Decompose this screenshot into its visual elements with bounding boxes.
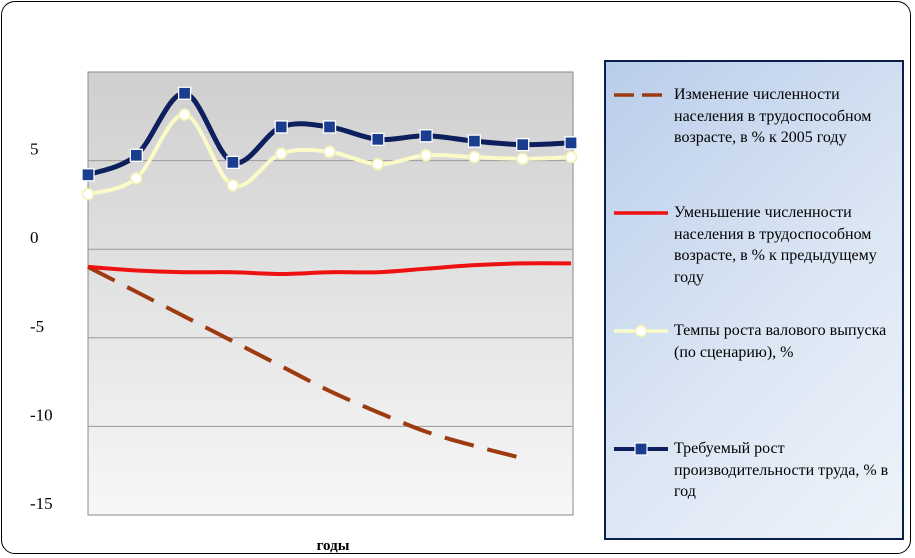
y-tick-label: 0 — [30, 228, 39, 247]
y-tick-label: -15 — [30, 494, 53, 513]
series-line — [87, 261, 572, 277]
series-1 — [87, 265, 524, 461]
data-point — [468, 150, 481, 164]
series-line — [87, 265, 524, 461]
data-point — [81, 168, 95, 182]
data-point — [129, 148, 143, 162]
legend-label: Требуемый рост производительности труда,… — [674, 440, 889, 500]
data-point — [371, 157, 385, 171]
data-point — [371, 132, 385, 146]
series-3 — [81, 108, 578, 201]
y-tick-label: -5 — [30, 317, 44, 336]
data-point — [178, 108, 191, 121]
data-point — [419, 149, 433, 162]
data-point — [322, 120, 337, 134]
data-point — [226, 155, 240, 170]
legend-swatch — [614, 324, 668, 338]
data-point — [177, 86, 192, 100]
legend: Изменение численности населения в трудос… — [604, 60, 904, 540]
series-4 — [81, 86, 578, 182]
data-point — [323, 145, 336, 158]
y-tick-label: 5 — [30, 140, 39, 159]
data-point — [516, 152, 529, 166]
y-axis-ticks: 5 0 -5 -10 -15 — [30, 140, 53, 513]
data-point — [81, 188, 95, 201]
series-lines — [81, 86, 578, 461]
legend-swatch — [614, 442, 668, 456]
legend-label: Изменение численности населения в трудос… — [674, 86, 872, 146]
series-2 — [87, 261, 572, 277]
data-point — [419, 129, 433, 143]
legend-label: Уменьшение численности населения в трудо… — [674, 204, 877, 286]
data-point — [516, 138, 530, 152]
data-point — [564, 136, 578, 150]
series-line — [87, 90, 572, 178]
gridlines — [88, 160, 573, 427]
data-point — [274, 147, 288, 160]
x-axis-label: годы — [317, 538, 350, 554]
legend-label: Темпы роста валового выпуска (по сценари… — [674, 322, 887, 361]
legend-swatch — [614, 211, 668, 215]
legend-swatch — [614, 93, 668, 97]
series-line — [87, 112, 572, 197]
data-point — [467, 134, 482, 148]
data-point — [564, 150, 578, 164]
data-point — [130, 172, 143, 185]
data-point — [274, 120, 288, 134]
data-point — [226, 179, 240, 192]
y-tick-label: -10 — [30, 405, 53, 424]
